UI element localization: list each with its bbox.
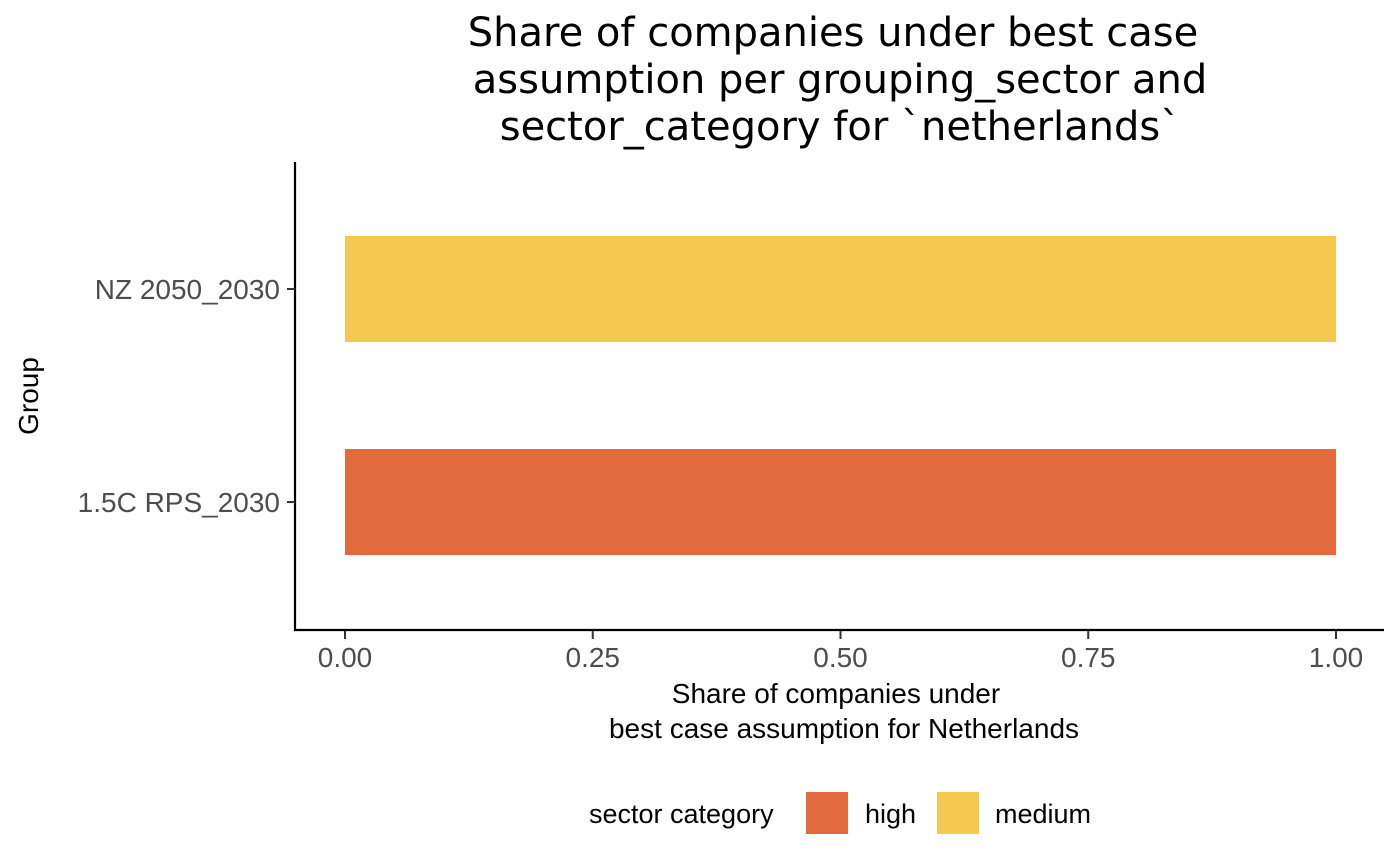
x-tick-label: 0.75	[1061, 642, 1116, 673]
bars-layer	[345, 236, 1336, 555]
y-tick-label: NZ 2050_2030	[95, 274, 280, 305]
x-axis-title-line-2: best case assumption for Netherlands	[609, 713, 1079, 744]
x-axis-title: Share of companies under best case assum…	[609, 678, 1079, 744]
y-tick-label: 1.5C RPS_2030	[78, 487, 280, 518]
y-axis-title: Group	[13, 357, 44, 435]
x-tick-label: 0.50	[813, 642, 868, 673]
x-tick-label: 0.25	[566, 642, 621, 673]
legend-label-medium: medium	[995, 799, 1091, 829]
legend-key-medium	[937, 792, 979, 834]
x-axis-ticks: 0.00 0.25 0.50 0.75 1.00	[318, 631, 1364, 673]
x-tick-label: 0.00	[318, 642, 373, 673]
x-tick-label: 1.00	[1309, 642, 1364, 673]
legend-title: sector category	[589, 799, 774, 829]
chart-title-line-3: sector_category for `netherlands`	[500, 104, 1181, 150]
chart-title-line-1: Share of companies under best case	[468, 10, 1198, 56]
chart-title-line-2: assumption per grouping_sector and	[473, 57, 1207, 103]
bar-1-5c-rps-2030	[345, 449, 1336, 555]
legend: sector category high medium	[589, 792, 1091, 834]
legend-label-high: high	[865, 799, 916, 829]
x-axis-title-line-1: Share of companies under	[672, 678, 1000, 709]
y-axis-ticks: 1.5C RPS_2030 NZ 2050_2030	[78, 274, 295, 518]
bar-nz-2050-2030	[345, 236, 1336, 342]
chart-title: Share of companies under best case assum…	[468, 10, 1207, 150]
legend-key-high	[806, 792, 848, 834]
